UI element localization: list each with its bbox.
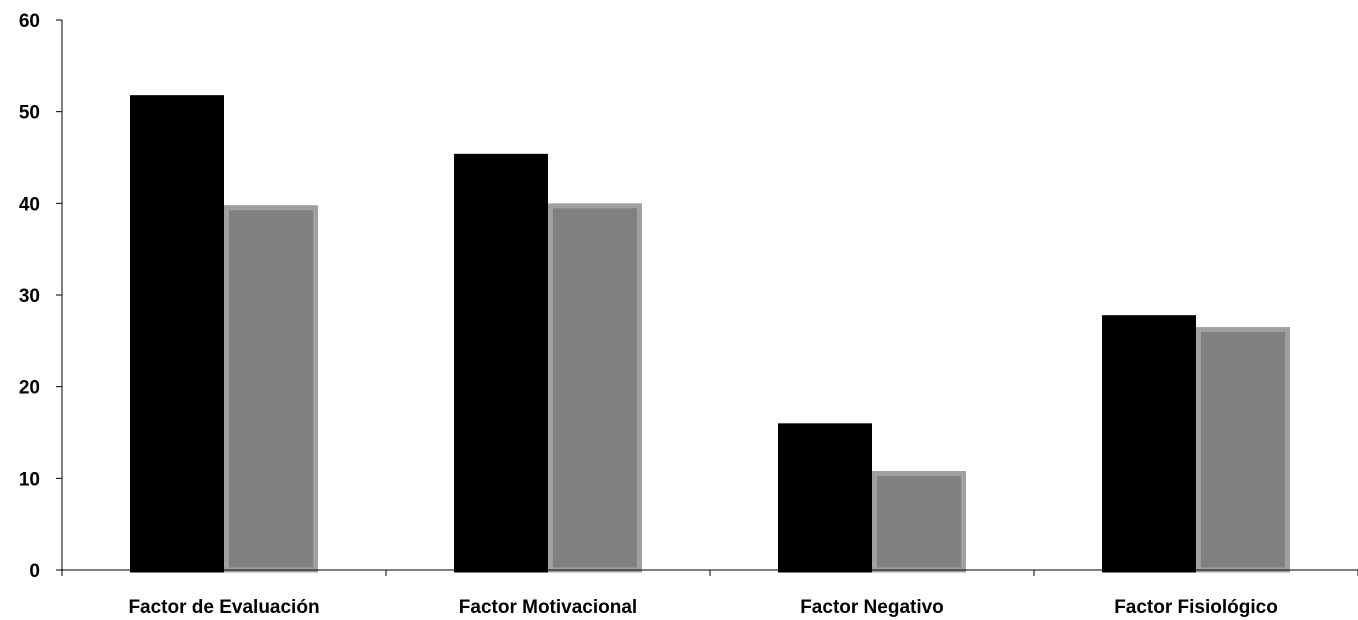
bar-series-2 bbox=[224, 205, 318, 573]
x-category-label: Factor Motivacional bbox=[459, 597, 637, 618]
x-category-label: Factor Negativo bbox=[800, 597, 944, 618]
bar-series-2 bbox=[1196, 327, 1290, 573]
x-category-label: Factor Fisiológico bbox=[1114, 597, 1278, 618]
bar-series-1 bbox=[778, 423, 872, 573]
y-axis-ticks bbox=[56, 19, 62, 571]
bar-series-1 bbox=[1102, 315, 1196, 573]
bar-series-1 bbox=[454, 153, 548, 573]
x-axis-ticks bbox=[61, 570, 1358, 576]
y-tick-label: 30 bbox=[19, 286, 40, 307]
bars bbox=[130, 95, 1290, 573]
bar-series-2 bbox=[548, 203, 642, 573]
bar-series-2 bbox=[872, 471, 966, 573]
y-tick-label: 20 bbox=[19, 378, 40, 399]
y-tick-label: 40 bbox=[19, 194, 40, 215]
x-category-label: Factor de Evaluación bbox=[128, 597, 319, 618]
bar-series-1 bbox=[130, 95, 224, 573]
x-axis-labels: Factor de Evaluación Factor Motivacional F… bbox=[128, 597, 1277, 618]
y-axis-labels: 0 10 20 30 40 50 60 bbox=[19, 11, 40, 582]
y-tick-label: 50 bbox=[19, 103, 40, 124]
y-tick-label: 0 bbox=[29, 561, 40, 582]
y-tick-label: 60 bbox=[19, 11, 40, 32]
y-tick-label: 10 bbox=[19, 469, 40, 490]
